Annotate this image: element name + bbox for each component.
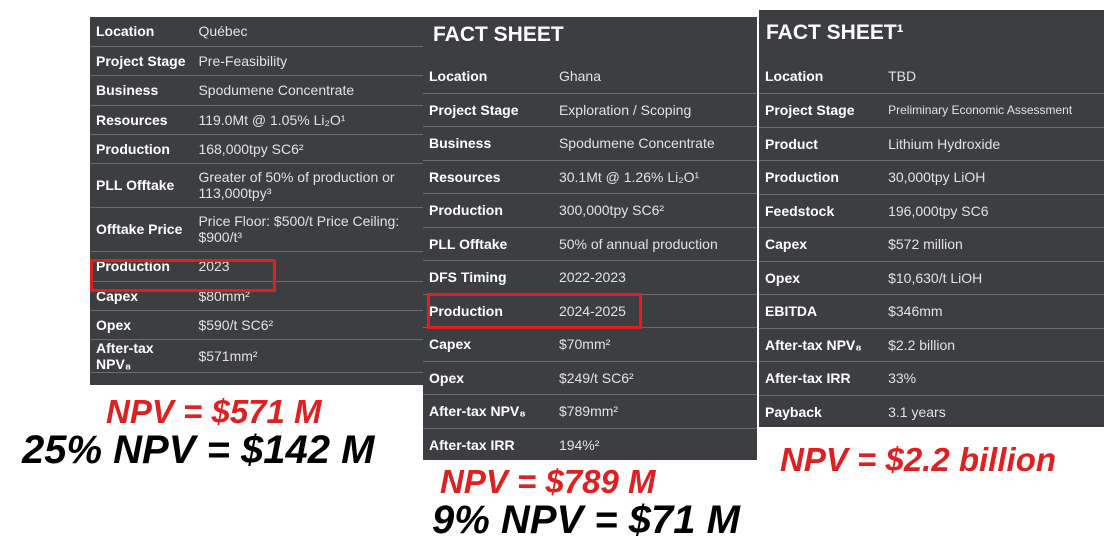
row-value: Greater of 50% of production or 113,000t… xyxy=(192,163,423,208)
row-value: 194%² xyxy=(558,436,600,453)
row-key: After-tax IRR xyxy=(759,361,883,396)
row-key: Production xyxy=(90,251,193,282)
npv-note-quebec: NPV = $571 M xyxy=(106,393,322,430)
row-value: 168,000tpy SC6² xyxy=(192,134,423,164)
row-value: $80mm² xyxy=(192,281,423,311)
row-key: Location xyxy=(423,59,553,94)
row-value: Spodumene Concentrate xyxy=(552,126,757,161)
fact-sheet-ghana: FACT SHEET Location Ghana Project Stage Ex… xyxy=(423,17,757,460)
row-key: PLL Offtake xyxy=(423,227,553,261)
row-value: 3.1 years xyxy=(888,403,946,420)
fact-sheet-tbd: FACT SHEET¹ Location TBD Project Stage Pre… xyxy=(759,10,1104,427)
row-value: 50% of annual production xyxy=(552,227,757,261)
row-value: 30,000tpy LiOH xyxy=(882,160,1104,195)
row-key: After-tax NPV₈ xyxy=(423,394,553,429)
row-key: Resources xyxy=(423,160,553,194)
row-key: Feedstock xyxy=(759,194,883,228)
row-key: Project Stage xyxy=(423,93,553,127)
row-key: Capex xyxy=(759,227,883,262)
row-value: 119.0Mt @ 1.05% Li₂O¹ xyxy=(192,105,423,135)
row-key: Project Stage xyxy=(90,46,193,76)
row-value: Ghana xyxy=(552,59,757,94)
row-value: $789mm² xyxy=(552,394,757,429)
row-value: Price Floor: $500/t Price Ceiling: $900/… xyxy=(192,207,423,252)
sheet-title: FACT SHEET xyxy=(433,23,564,46)
row-value: Pre-Feasibility xyxy=(192,46,423,76)
row-key: Business xyxy=(423,126,553,161)
row-key: DFS Timing xyxy=(423,260,553,295)
row-key: Opex xyxy=(423,361,553,395)
row-key: Resources xyxy=(90,105,193,135)
fact-table-quebec: Location Québec Project Stage Pre-Feasibil… xyxy=(90,17,423,373)
row-value: $571mm² xyxy=(192,339,423,373)
row-value: 30.1Mt @ 1.26% Li₂O¹ xyxy=(552,160,757,194)
sheet-title: FACT SHEET¹ xyxy=(766,21,904,44)
production-highlight-box xyxy=(90,259,276,292)
production-highlight-box xyxy=(427,293,642,329)
npv-note-tbd: NPV = $2.2 billion xyxy=(780,441,1057,478)
row-value: Lithium Hydroxide xyxy=(882,127,1104,161)
row-value: $2.2 billion xyxy=(882,328,1104,362)
row-key: Production xyxy=(90,134,193,164)
row-value: 33% xyxy=(882,361,1104,396)
row-key: Offtake Price xyxy=(90,207,193,252)
row-value: 2022-2023 xyxy=(552,260,757,295)
row-value: $572 million xyxy=(882,227,1104,262)
row-value: TBD xyxy=(882,60,1104,94)
row-value: $249/t SC6² xyxy=(552,361,757,395)
row-value: $70mm² xyxy=(552,327,757,362)
row-key: PLL Offtake xyxy=(90,163,193,208)
row-key: Location xyxy=(90,17,193,47)
row-value: 2023 xyxy=(192,251,423,282)
row-value: 2024-2025 xyxy=(552,294,757,328)
row-value: 196,000tpy SC6 xyxy=(882,194,1104,228)
row-value: Preliminary Economic Assessment xyxy=(882,93,1104,128)
row-key: Production xyxy=(759,160,883,195)
row-key: Payback xyxy=(765,403,822,420)
row-value: $590/t SC6² xyxy=(192,310,423,340)
percent-npv-note-ghana: 9% NPV = $71 M xyxy=(432,498,740,542)
fact-table-tbd: Location TBD Project Stage Preliminary Eco… xyxy=(759,60,1104,428)
row-key: Opex xyxy=(759,261,883,295)
row-key: Product xyxy=(759,127,883,161)
row-key: EBITDA xyxy=(759,294,883,329)
row-key: After-tax NPV₈ xyxy=(759,328,883,362)
row-value: Exploration / Scoping xyxy=(552,93,757,127)
row-value: $346mm xyxy=(882,294,1104,329)
fact-sheet-quebec: Location Québec Project Stage Pre-Feasibil… xyxy=(90,17,423,385)
fact-table-ghana: Location Ghana Project Stage Exploration /… xyxy=(423,59,757,461)
row-key: After-tax IRR xyxy=(429,436,515,453)
row-key: Opex xyxy=(90,310,193,340)
row-key: Location xyxy=(759,60,883,94)
row-value: Québec xyxy=(192,17,423,47)
row-key: Production xyxy=(423,193,553,228)
row-key: Project Stage xyxy=(759,93,883,128)
row-value: $10,630/t LiOH xyxy=(882,261,1104,295)
row-value: 300,000tpy SC6² xyxy=(552,193,757,228)
row-key: After-tax NPV₈ xyxy=(90,339,193,373)
percent-npv-note-quebec: 25% NPV = $142 M xyxy=(22,428,375,472)
row-value: Spodumene Concentrate xyxy=(192,75,423,106)
npv-note-ghana: NPV = $789 M xyxy=(440,463,656,500)
row-key: Capex xyxy=(423,327,553,362)
row-key: Business xyxy=(90,75,193,106)
